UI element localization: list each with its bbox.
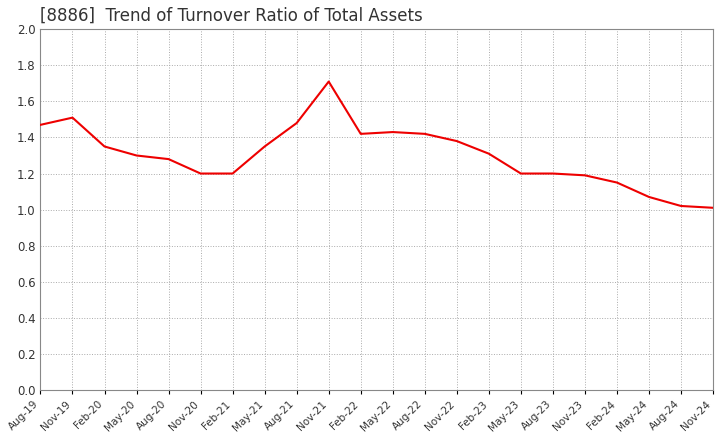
Text: [8886]  Trend of Turnover Ratio of Total Assets: [8886] Trend of Turnover Ratio of Total …	[40, 7, 423, 25]
